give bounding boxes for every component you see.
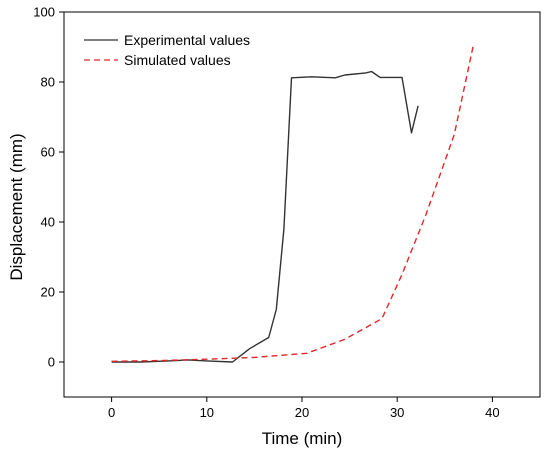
y-tick-label: 100 <box>33 5 55 20</box>
legend: Experimental values Simulated values <box>84 32 250 68</box>
x-axis-title: Time (min) <box>262 429 343 448</box>
y-tick-label: 60 <box>41 145 55 160</box>
legend-label-simulated: Simulated values <box>124 52 231 68</box>
legend-label-experimental: Experimental values <box>124 32 250 48</box>
series-line-simulated <box>111 44 475 362</box>
axes-layer: 0 10 20 30 40 0 20 40 60 80 100 <box>33 5 541 420</box>
y-tick-label: 0 <box>48 355 55 370</box>
y-axis-title: Displacement (mm) <box>7 133 26 280</box>
x-tick-label: 0 <box>108 405 115 420</box>
y-tick-label: 80 <box>41 75 55 90</box>
plot-layer <box>111 44 475 363</box>
y-tick-label: 40 <box>41 215 55 230</box>
x-tick-label: 20 <box>295 405 309 420</box>
x-tick-label: 40 <box>485 405 499 420</box>
series-line-experimental <box>111 70 419 363</box>
x-tick-label: 10 <box>200 405 214 420</box>
x-tick-label: 30 <box>390 405 404 420</box>
y-tick-label: 20 <box>41 285 55 300</box>
